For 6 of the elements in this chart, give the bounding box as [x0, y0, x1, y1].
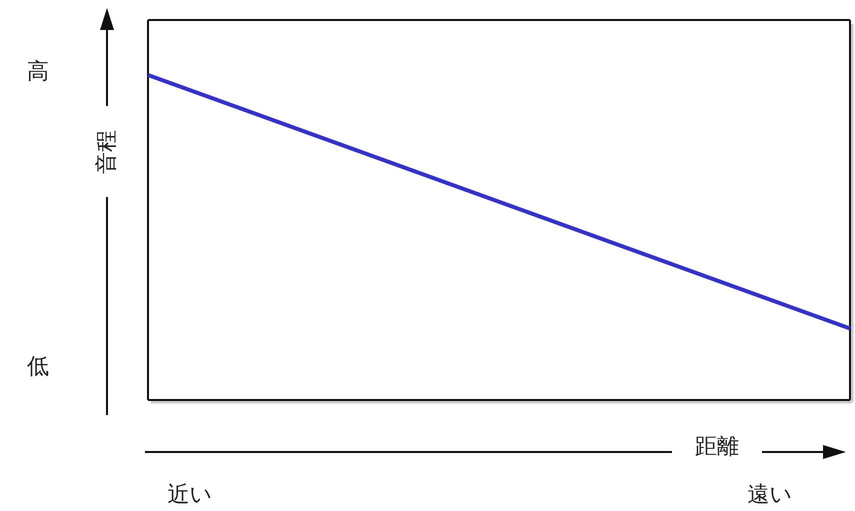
y-axis-title: 音程 [94, 130, 120, 174]
text: 近い [168, 482, 212, 508]
annotation: 高 [27, 60, 49, 84]
x-axis-title: 距離 [695, 434, 739, 460]
text: 遠い [748, 482, 792, 508]
annotation: 低 [27, 354, 49, 380]
